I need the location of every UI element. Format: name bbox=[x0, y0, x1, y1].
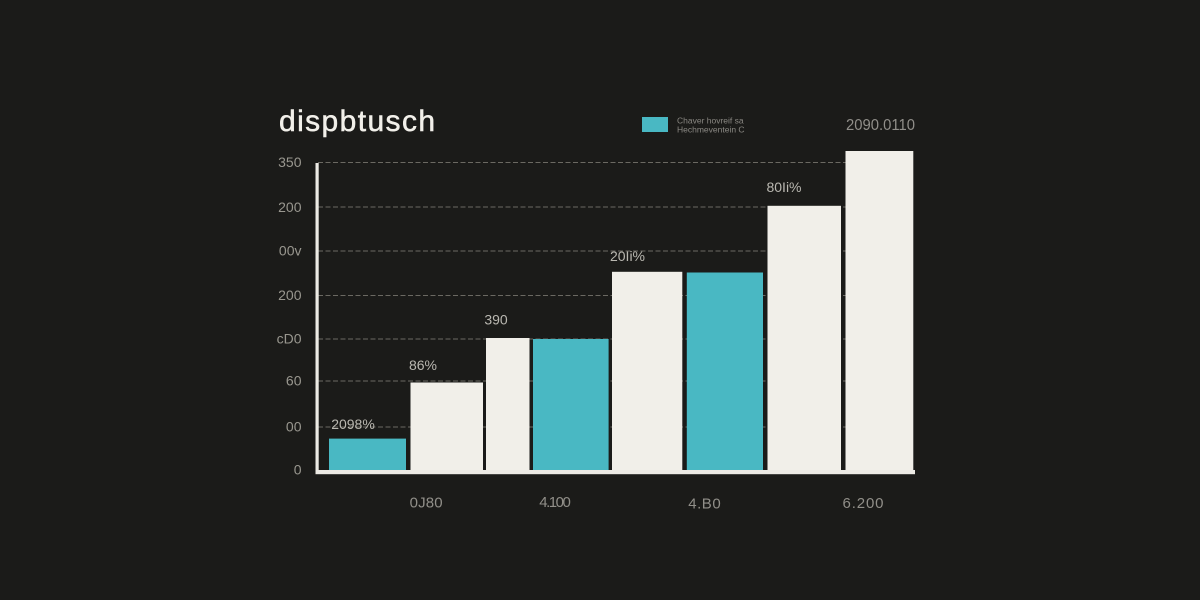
svg-text:0J80: 0J80 bbox=[410, 495, 443, 512]
svg-text:0: 0 bbox=[294, 462, 302, 478]
svg-text:cD0: cD0 bbox=[277, 331, 302, 347]
svg-text:2098%: 2098% bbox=[331, 416, 375, 432]
svg-text:200: 200 bbox=[278, 199, 302, 215]
svg-text:6.200: 6.200 bbox=[843, 495, 884, 512]
svg-text:Hechmeventein C: Hechmeventein C bbox=[677, 125, 745, 135]
svg-text:86%: 86% bbox=[409, 357, 437, 373]
svg-text:200: 200 bbox=[278, 287, 302, 303]
svg-text:60: 60 bbox=[286, 373, 302, 389]
svg-text:00: 00 bbox=[286, 419, 302, 435]
svg-text:4.B0: 4.B0 bbox=[688, 496, 721, 513]
svg-text:00v: 00v bbox=[279, 243, 302, 259]
svg-text:350: 350 bbox=[278, 154, 302, 170]
svg-text:2090.0110: 2090.0110 bbox=[846, 117, 915, 134]
svg-text:80Ii%: 80Ii% bbox=[766, 179, 801, 195]
svg-text:4.100: 4.100 bbox=[539, 494, 571, 511]
svg-text:390: 390 bbox=[484, 312, 508, 328]
svg-text:dispbtusch: dispbtusch bbox=[279, 105, 436, 138]
svg-text:Chaver hovreif sa: Chaver hovreif sa bbox=[677, 116, 744, 126]
svg-text:20Ii%: 20Ii% bbox=[610, 248, 645, 264]
